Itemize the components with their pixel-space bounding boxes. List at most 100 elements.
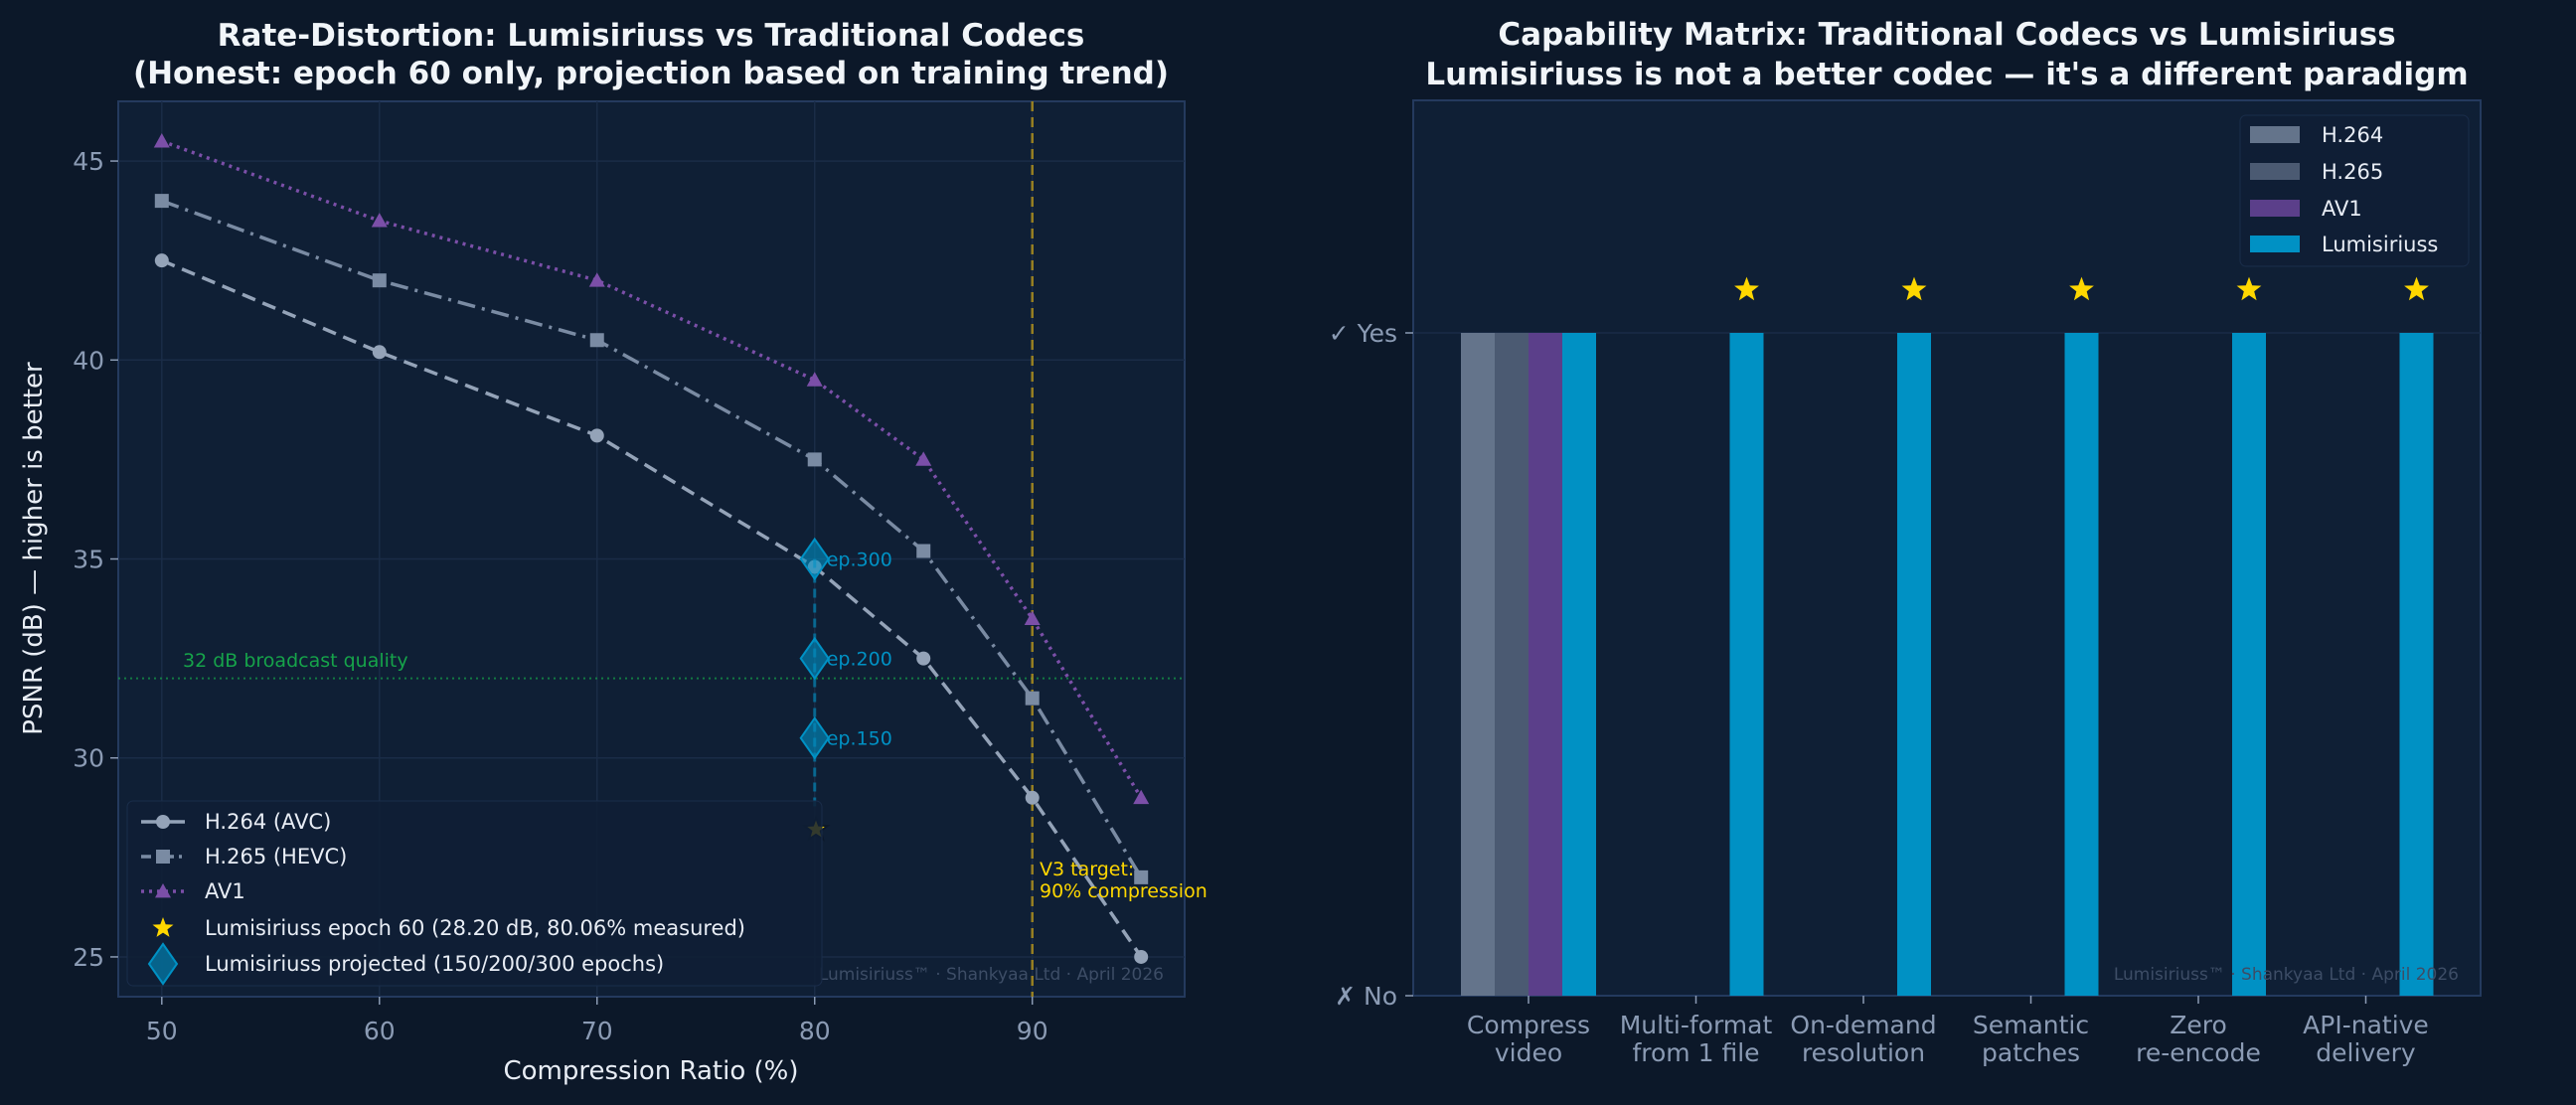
left-marks: ep.150 ep.200 ep.300 [118,101,1185,997]
y-tick-label: 40 [73,346,104,375]
h265-point [589,333,604,348]
projected-point-label: ep.200 [827,649,892,671]
x-tick-label: 70 [581,1017,613,1045]
bar-lumisiriuss [1897,333,1931,996]
paradigm-star-icon [2236,276,2262,301]
category-label: from 1 file [1632,1038,1759,1067]
y-tick-label: ✓ Yes [1329,319,1397,348]
legend-h264-marker [156,815,170,829]
bar-h264 [1461,333,1495,996]
legend-lumisiriuss-label: Lumisiriuss [2322,233,2438,256]
x-tick-label: 50 [146,1017,178,1045]
av1-point [1024,610,1041,625]
av1-point [153,133,170,148]
category-label: On-demand [1790,1011,1936,1039]
y-axis-label: PSNR (dB) — higher is better [19,362,49,735]
category-label: video [1495,1038,1562,1067]
y-tick-label: 25 [73,943,104,972]
h264-point [589,428,604,443]
av1-point [915,451,932,466]
legend-h264-label: H.264 (AVC) [205,810,331,834]
right-chart-title: Capability Matrix: Traditional Codecs vs… [1498,17,2395,53]
legend-av1-label: AV1 [2322,197,2362,221]
y-tick-label: ✗ No [1335,982,1397,1011]
legend-av1-marker [155,883,171,898]
category-label: re-encode [2136,1038,2261,1067]
av1-point [1133,789,1150,805]
bar-av1 [1529,333,1562,996]
projected-point-label: ep.150 [827,728,892,750]
category-label: patches [1982,1038,2080,1067]
h265-point [372,273,387,288]
x-tick-label: 80 [799,1017,831,1045]
category-label: delivery [2316,1038,2416,1067]
h264-point [372,345,387,360]
projected-point [799,715,830,760]
bar-lumisiriuss [2399,333,2434,996]
legend-av1-label: AV1 [205,879,245,903]
legend-h265-label: H.265 (HEVC) [205,845,347,868]
legend-h265-label: H.265 [2322,160,2383,184]
v3-target-label-line1: V3 target: [1040,859,1134,880]
projected-point [799,537,830,581]
legend-projected-diamond-icon [147,942,179,986]
av1-point [371,213,388,228]
legend-measured-label: Lumisiriuss epoch 60 (28.20 dB, 80.06% m… [205,916,745,940]
paradigm-star-icon [1901,276,1927,301]
v3-target-label-line2: 90% compression [1040,880,1208,902]
y-tick-label: 35 [73,546,104,574]
bar-h265 [1495,333,1529,996]
legend-h265-swatch [2250,163,2300,180]
right-chart-subtitle: Lumisiriuss is not a better codec — it's… [1425,57,2468,92]
h264-point [1134,949,1149,964]
left-legend: H.264 (AVC) H.265 (HEVC) AV1 Lumisiriuss ep… [126,800,823,987]
category-label: Semantic [1973,1011,2089,1039]
capability-matrix-chart: Capability Matrix: Traditional Codecs vs… [1329,17,2482,1067]
h264-point [916,651,931,666]
projected-point-label: ep.300 [827,550,892,571]
legend-h265-marker [156,850,170,864]
category-label: Zero [2170,1011,2227,1039]
right-legend: H.264 H.265 AV1 Lumisiriuss [2239,114,2470,267]
h264-point [154,253,169,268]
av1-point [806,372,823,387]
right-watermark: Lumisiriuss™ · Shankyaa Ltd · April 2026 [2114,965,2459,985]
right-legend-box [2239,114,2470,267]
x-axis-label: Compression Ratio (%) [504,1056,799,1086]
x-tick-label: 90 [1017,1017,1048,1045]
left-legend-box [126,800,823,987]
y-tick-label: 30 [73,744,104,773]
paradigm-star-icon [1734,276,1759,301]
legend-h264-label: H.264 [2322,123,2383,147]
h264-point [1025,790,1040,805]
legend-h264-swatch [2250,126,2300,143]
y-tick-label: 45 [73,147,104,176]
legend-measured-star-icon [152,917,174,937]
av1-point [588,272,605,287]
category-label: resolution [1802,1038,1925,1067]
broadcast-quality-label: 32 dB broadcast quality [183,650,408,672]
legend-av1-swatch [2250,200,2300,217]
x-tick-label: 60 [364,1017,396,1045]
bar-lumisiriuss [1562,333,1596,996]
paradigm-star-icon [2404,276,2429,301]
h265-point [807,452,822,467]
h265-point [154,194,169,209]
h265-point [1134,869,1149,884]
legend-lumisiriuss-swatch [2250,236,2300,252]
bar-lumisiriuss [2064,333,2099,996]
category-label: Multi-format [1620,1011,1773,1039]
category-label: API-native [2303,1011,2429,1039]
category-label: Compress [1467,1011,1590,1039]
left-chart-subtitle: (Honest: epoch 60 only, projection based… [133,56,1169,91]
legend-projected-label: Lumisiriuss projected (150/200/300 epoch… [205,952,664,976]
left-chart-title: Rate-Distortion: Lumisiriuss vs Traditio… [218,18,1085,54]
bar-lumisiriuss [1729,333,1764,996]
rate-distortion-chart: Rate-Distortion: Lumisiriuss vs Traditio… [19,18,1208,1086]
h265-point [916,544,931,558]
h265-point [1025,691,1040,706]
paradigm-star-icon [2069,276,2094,301]
left-watermark: Lumisiriuss™ · Shankyaa Ltd · April 2026 [819,965,1164,985]
